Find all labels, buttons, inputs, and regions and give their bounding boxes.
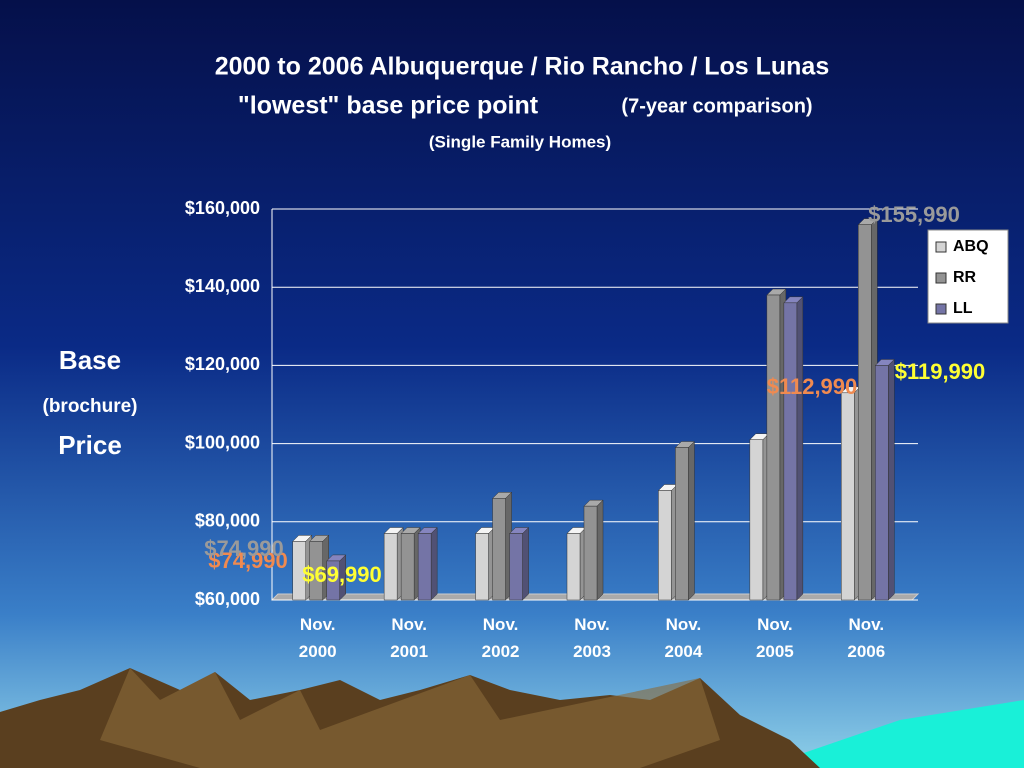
data-label: $119,990 bbox=[895, 359, 986, 384]
x-tick-label: Nov. 2001 bbox=[390, 615, 428, 661]
bar-side bbox=[688, 440, 695, 601]
data-label: $69,990 bbox=[302, 562, 382, 587]
data-label: $74,990 bbox=[208, 548, 288, 573]
y-tick-label: $100,000 bbox=[185, 432, 260, 452]
bar bbox=[783, 302, 798, 601]
legend-swatch bbox=[935, 241, 947, 253]
bar bbox=[475, 533, 489, 601]
bar bbox=[566, 533, 581, 601]
y-tick-label: $60,000 bbox=[195, 589, 260, 609]
x-tick-label: Nov. 2005 bbox=[756, 615, 794, 661]
mountain-highlights bbox=[100, 668, 720, 768]
x-tick-label: Nov. 2004 bbox=[665, 615, 703, 661]
y-axis-label: Price bbox=[58, 430, 122, 460]
y-axis-label: (brochure) bbox=[43, 396, 138, 417]
water bbox=[760, 700, 1024, 768]
bar bbox=[292, 541, 306, 601]
bar bbox=[749, 439, 764, 601]
x-tick-label: Nov. 2000 bbox=[299, 615, 337, 661]
data-label: $155,990 bbox=[868, 202, 960, 227]
bar bbox=[400, 533, 415, 601]
bar bbox=[675, 447, 689, 601]
chart-subtitle-note: (7-year comparison) bbox=[621, 95, 812, 117]
x-tick-label: Nov. 2006 bbox=[847, 615, 885, 661]
x-tick-label: Nov. 2002 bbox=[482, 615, 520, 661]
bar bbox=[858, 224, 872, 601]
bar-side bbox=[522, 526, 529, 601]
bar bbox=[309, 541, 323, 601]
chart-subtitle2: (Single Family Homes) bbox=[429, 132, 611, 151]
legend-swatch bbox=[935, 272, 947, 284]
y-tick-label: $80,000 bbox=[195, 511, 260, 531]
legend-label: RR bbox=[953, 269, 977, 286]
bar bbox=[492, 498, 506, 601]
legend-label: LL bbox=[953, 300, 973, 317]
bar-side bbox=[796, 296, 804, 601]
chart-title: 2000 to 2006 Albuquerque / Rio Rancho / … bbox=[215, 53, 829, 81]
bar bbox=[417, 533, 432, 601]
data-label: $112,990 bbox=[767, 374, 858, 399]
bar bbox=[766, 294, 781, 601]
bar bbox=[841, 392, 855, 601]
y-tick-label: $160,000 bbox=[185, 198, 260, 218]
bar bbox=[383, 533, 398, 601]
x-tick-label: Nov. 2003 bbox=[573, 615, 611, 661]
legend-swatch bbox=[935, 303, 947, 315]
y-axis-label: Base bbox=[59, 345, 121, 375]
legend-label: ABQ bbox=[953, 238, 989, 255]
bar bbox=[658, 490, 672, 601]
bar bbox=[509, 533, 523, 601]
bar bbox=[583, 505, 598, 601]
bar-side bbox=[888, 358, 895, 601]
data-label: $74,990 bbox=[204, 536, 284, 561]
bar-side bbox=[596, 499, 604, 601]
y-tick-label: $140,000 bbox=[185, 276, 260, 296]
chart-subtitle: "lowest" base price point bbox=[238, 92, 539, 120]
y-tick-label: $120,000 bbox=[185, 354, 260, 374]
bar bbox=[875, 365, 889, 601]
bar bbox=[326, 560, 340, 601]
bar-side bbox=[430, 526, 438, 601]
